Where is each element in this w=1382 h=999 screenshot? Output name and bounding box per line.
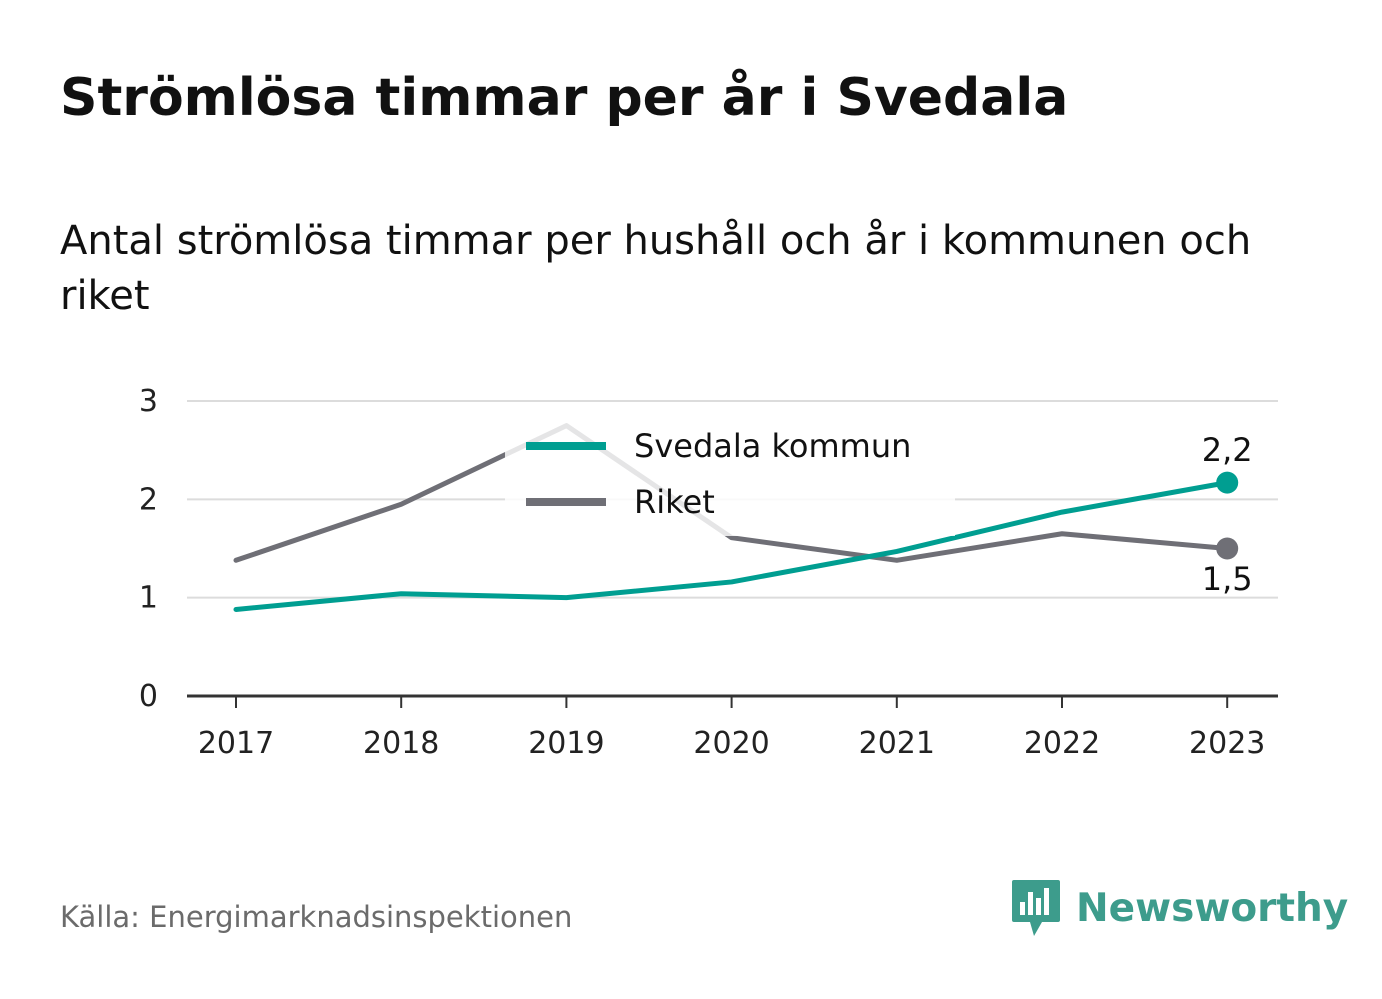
x-tick-label: 2022: [1024, 726, 1100, 761]
end-point-svedala: [1216, 471, 1239, 494]
x-tick-label: 2018: [363, 726, 439, 761]
y-tick-label: 2: [139, 482, 158, 517]
data-label-svedala: 2,2: [1202, 431, 1253, 469]
y-tick-label: 0: [139, 679, 158, 714]
chart-title: Strömlösa timmar per år i Svedala: [60, 68, 1069, 128]
source-note: Källa: Energimarknadsinspektionen: [60, 900, 573, 934]
series-line-riket: [233, 423, 1230, 563]
legend-label: Svedala kommun: [634, 427, 911, 465]
data-label-riket: 1,5: [1202, 560, 1253, 598]
line-chart: 0 1 2 3 2017 2018 2019 2020 2021 2022 2023 2,2 1,5 Sv…: [139, 384, 1278, 761]
x-tick-label: 2020: [693, 726, 769, 761]
y-tick-label: 3: [139, 384, 158, 419]
end-point-riket: [1216, 537, 1239, 560]
brand-name: Newsworthy: [1076, 885, 1349, 931]
chart-subtitle: Antal strömlösa timmar per hushåll och å…: [60, 218, 1252, 319]
x-tick-label: 2021: [859, 726, 935, 761]
x-tick-label: 2019: [528, 726, 604, 761]
bar-chart-speech-bubble-icon: [1012, 880, 1060, 936]
legend-label: Riket: [634, 483, 715, 521]
legend-background: [505, 416, 955, 536]
series-line-svedala: [233, 480, 1230, 612]
brand-logo: Newsworthy: [1010, 878, 1348, 938]
x-tick-label: 2023: [1189, 726, 1265, 761]
x-tick-label: 2017: [198, 726, 274, 761]
y-tick-label: 1: [139, 581, 158, 616]
